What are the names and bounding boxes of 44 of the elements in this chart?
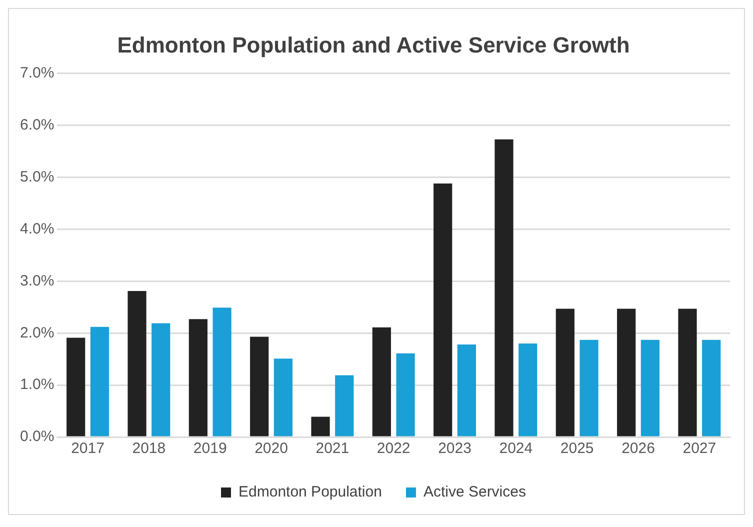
bar xyxy=(556,308,574,436)
bar xyxy=(335,375,354,436)
bar xyxy=(188,319,208,436)
y-tick-label: 3.0% xyxy=(20,272,54,290)
bar xyxy=(128,291,146,436)
y-tick-label: 2.0% xyxy=(20,324,54,342)
x-tick-label: 2025 xyxy=(560,440,594,458)
bar xyxy=(396,353,415,436)
bar xyxy=(311,416,330,436)
x-tick-label: 2017 xyxy=(71,440,104,458)
x-tick-label: 2022 xyxy=(376,440,410,458)
y-tick-label: 6.0% xyxy=(20,116,54,134)
bar xyxy=(434,184,452,436)
legend-label: Active Services xyxy=(423,484,526,501)
x-tick-label: 2026 xyxy=(622,440,655,458)
x-tick-label: 2027 xyxy=(682,440,716,458)
bar xyxy=(494,139,514,436)
bar xyxy=(274,358,292,436)
y-tick-label: 0.0% xyxy=(20,428,54,446)
bar xyxy=(152,323,170,436)
bar xyxy=(372,327,391,436)
y-tick-label: 5.0% xyxy=(20,168,54,186)
chart-title: Edmonton Population and Active Service Growth xyxy=(117,32,630,58)
y-tick-label: 7.0% xyxy=(20,64,54,82)
y-tick-label: 4.0% xyxy=(20,220,54,238)
bar xyxy=(457,344,476,436)
bar xyxy=(640,340,660,436)
x-tick-label: 2024 xyxy=(499,440,533,458)
bar xyxy=(212,308,232,436)
bar xyxy=(702,340,721,436)
x-tick-label: 2018 xyxy=(132,440,166,458)
bar xyxy=(90,326,109,436)
x-tick-label: 2019 xyxy=(193,440,227,458)
bar xyxy=(518,344,538,436)
x-tick-label: 2023 xyxy=(438,440,472,458)
bar xyxy=(250,336,269,436)
x-tick-label: 2021 xyxy=(316,440,350,458)
bar xyxy=(580,340,598,436)
y-tick-label: 1.0% xyxy=(20,376,54,394)
legend-label: Edmonton Population xyxy=(238,484,382,501)
x-tick-label: 2020 xyxy=(254,440,288,458)
bar xyxy=(617,308,636,436)
bar xyxy=(66,338,86,436)
bar xyxy=(678,308,697,436)
